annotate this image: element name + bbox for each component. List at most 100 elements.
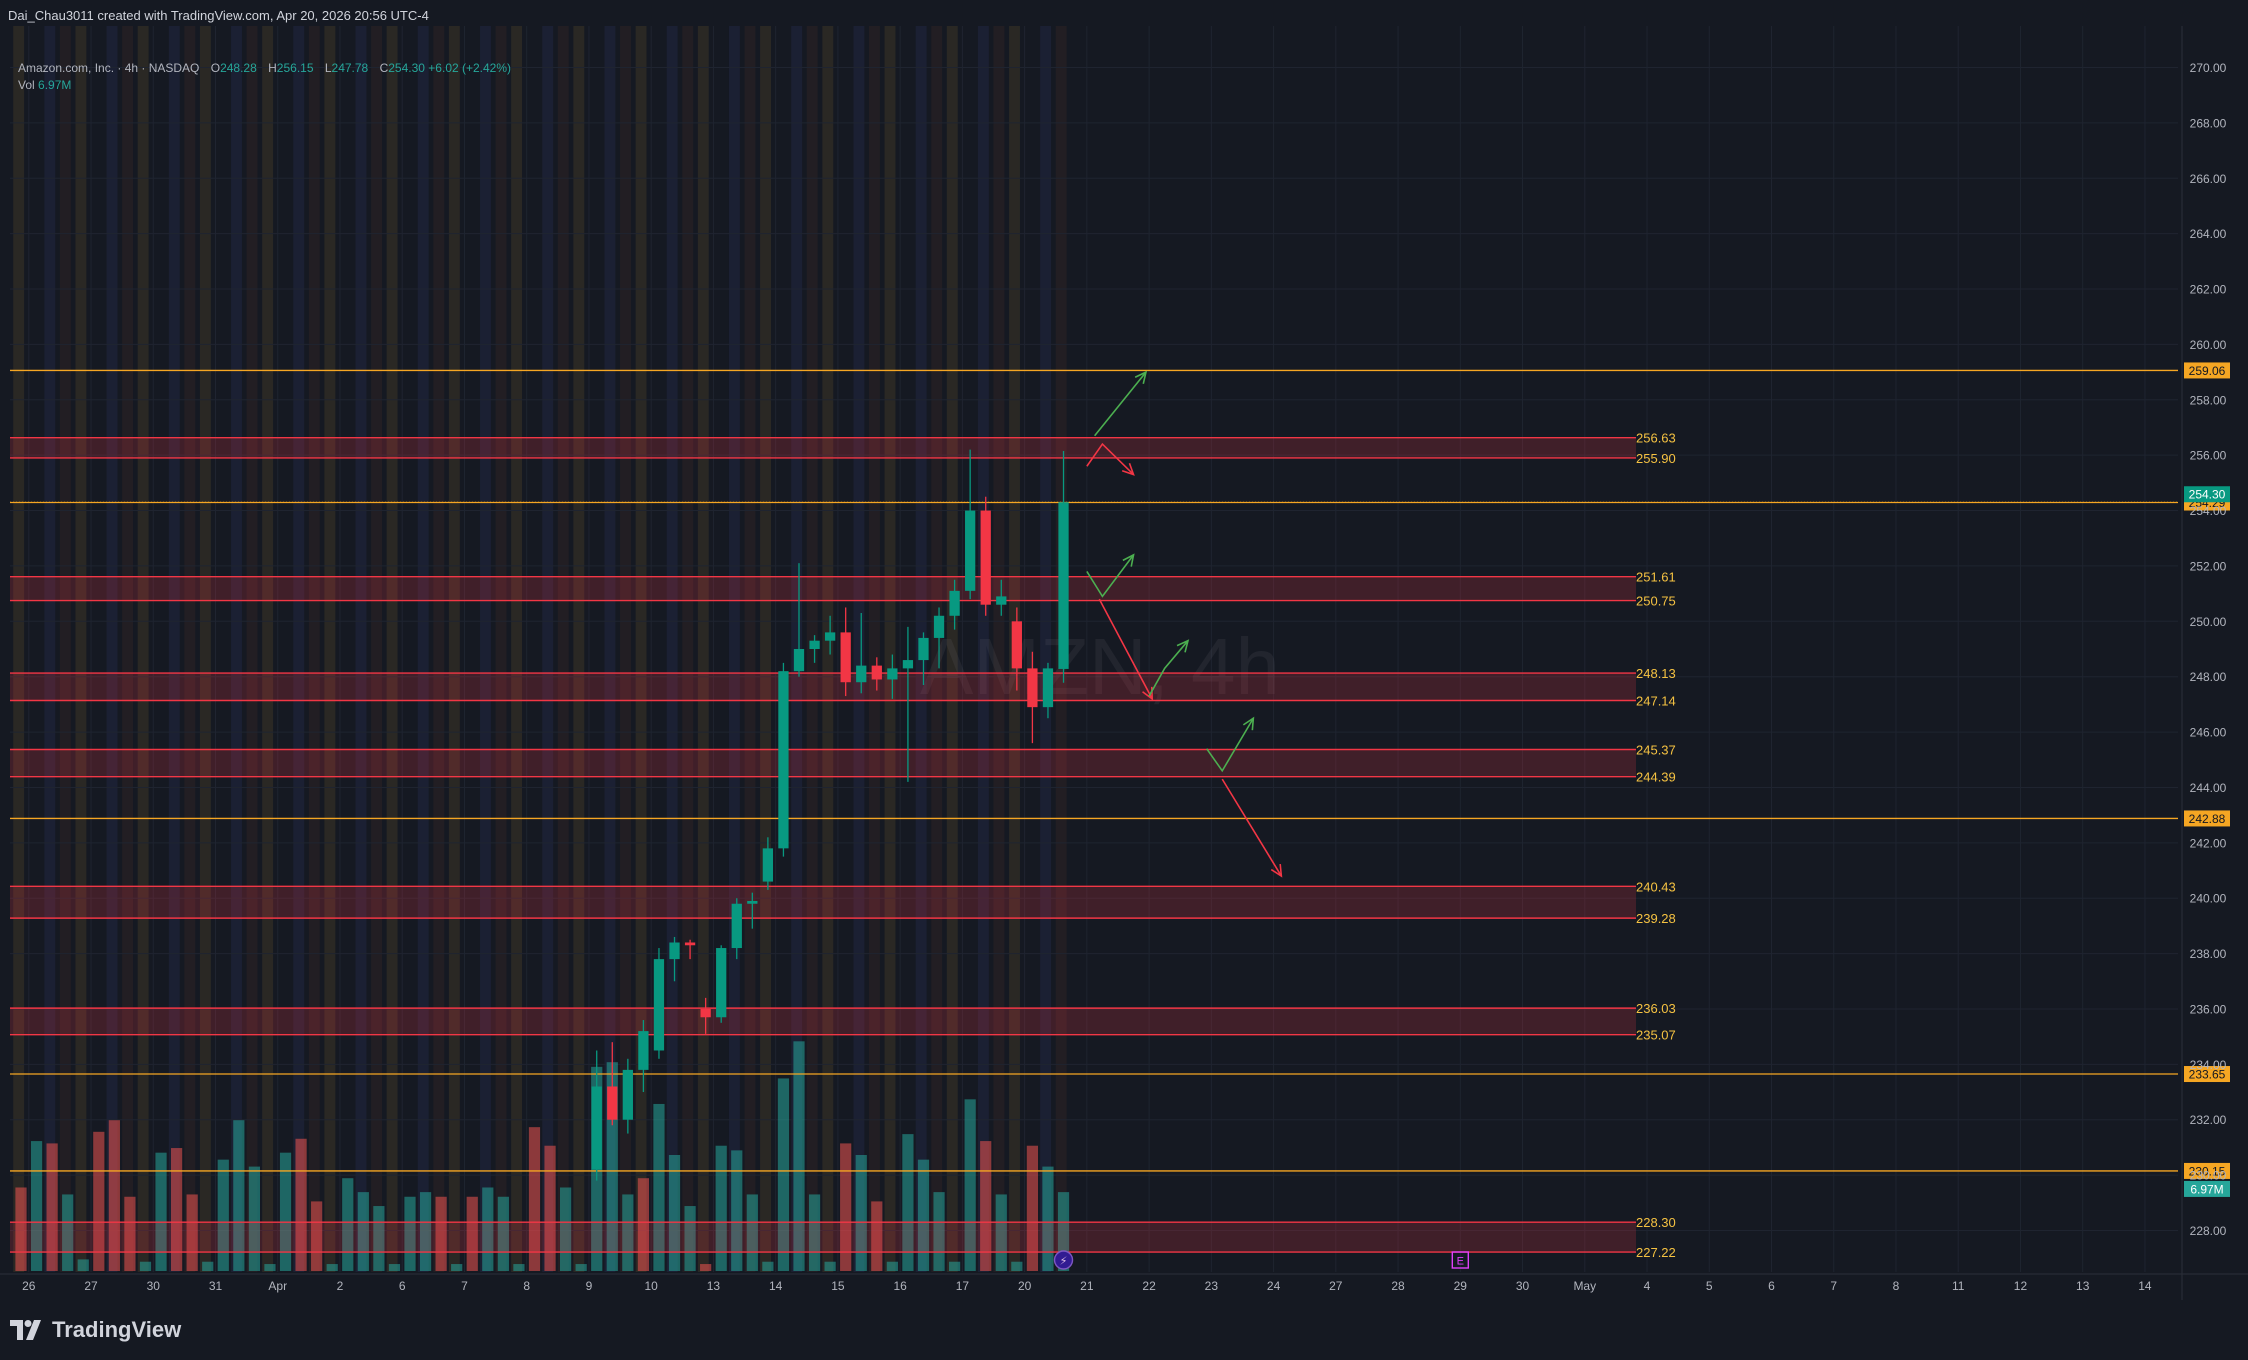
time-axis: 26 27 30 31 Apr 2 6 7 8 9 10 13 14 15 16 17 20 21 22 23 24 27… bbox=[0, 1273, 2248, 1293]
volume-bar bbox=[980, 1141, 992, 1271]
candle-body bbox=[731, 903, 742, 949]
volume-bar bbox=[575, 1264, 587, 1271]
price-tick-label: 258.00 bbox=[2190, 393, 2227, 407]
volume-bar bbox=[637, 1178, 650, 1271]
price-chart[interactable]: AMZN, 4h 256.63255.90251.61250.75248.132… bbox=[0, 26, 2248, 1300]
time-tick-label: 26 bbox=[22, 1279, 36, 1293]
volume-bar bbox=[108, 1120, 120, 1271]
volume-bar bbox=[170, 1148, 183, 1271]
projection-arrow bbox=[1086, 442, 1135, 476]
volume-bar bbox=[840, 1143, 852, 1271]
volume-bar bbox=[295, 1138, 307, 1271]
session-band bbox=[168, 26, 180, 1272]
zone-bottom-label: 227.22 bbox=[1636, 1245, 1676, 1260]
time-tick-label: Apr bbox=[268, 1279, 287, 1293]
zone-band bbox=[10, 673, 1636, 701]
chart-background bbox=[0, 26, 2248, 1300]
session-band bbox=[620, 26, 631, 1272]
candle-body bbox=[716, 948, 727, 1018]
volume-bar bbox=[264, 1264, 276, 1271]
session-band bbox=[977, 26, 989, 1272]
chart-frame[interactable]: AMZN, 4h 256.63 255.90 251.61 250.75 248.13 2… bbox=[0, 26, 2248, 1300]
candle-body bbox=[1027, 668, 1038, 708]
volume-badge bbox=[2184, 1180, 2230, 1197]
volume-bar bbox=[855, 1155, 867, 1271]
projection-arrow-head bbox=[1122, 553, 1135, 567]
volume-bar bbox=[513, 1264, 525, 1271]
tradingview-logo[interactable]: TradingView bbox=[10, 1314, 181, 1346]
session-band bbox=[231, 26, 242, 1272]
candle-body bbox=[793, 649, 805, 672]
zone-band bbox=[10, 1008, 1636, 1035]
volume-bar bbox=[793, 1041, 805, 1271]
projection-arrow bbox=[1148, 640, 1189, 697]
volume-bar bbox=[435, 1196, 447, 1271]
time-tick-label: 29 bbox=[1454, 1279, 1468, 1293]
time-tick-label: 8 bbox=[523, 1279, 530, 1293]
price-tick-label: 252.00 bbox=[2190, 559, 2227, 573]
session-band bbox=[573, 26, 585, 1272]
price-tick-label: 262.00 bbox=[2190, 283, 2227, 297]
candle-body bbox=[622, 1069, 633, 1120]
projection-arrow-head bbox=[1270, 864, 1283, 878]
price-tick-label: 270.00 bbox=[2190, 61, 2227, 75]
time-tick-label: 30 bbox=[1516, 1279, 1530, 1293]
lightning-marker-circle bbox=[1053, 1250, 1074, 1270]
candle-body bbox=[965, 510, 976, 591]
volume-bar bbox=[155, 1152, 167, 1271]
price-tick-label: 228.00 bbox=[2190, 1224, 2227, 1238]
volume-bar bbox=[62, 1194, 74, 1271]
candles bbox=[591, 449, 1069, 1181]
session-band bbox=[371, 26, 382, 1272]
time-tick-label: 27 bbox=[84, 1279, 98, 1293]
session-band bbox=[728, 26, 740, 1272]
candle-body bbox=[669, 942, 680, 960]
time-tick-label: 9 bbox=[586, 1279, 593, 1293]
candle-body bbox=[684, 942, 696, 946]
zone-band bbox=[10, 1222, 1636, 1253]
candle-body bbox=[996, 596, 1007, 605]
volume-bar bbox=[186, 1194, 198, 1271]
zone-top-label: 240.43 bbox=[1636, 879, 1676, 894]
volume-bar bbox=[995, 1194, 1007, 1271]
candle-body bbox=[747, 900, 758, 904]
time-tick-label: 14 bbox=[769, 1279, 783, 1293]
volume-bar bbox=[871, 1201, 883, 1271]
volume-bar bbox=[808, 1194, 821, 1271]
session-band bbox=[853, 26, 865, 1272]
current-price-label: 254.30 bbox=[2189, 488, 2226, 502]
time-tick-label: 24 bbox=[1267, 1279, 1281, 1293]
session-band bbox=[542, 26, 554, 1272]
volume-bar bbox=[311, 1201, 323, 1271]
event-markers: ⚡ E bbox=[1053, 1250, 1470, 1270]
candle-body bbox=[902, 660, 914, 669]
price-tick-label: 264.00 bbox=[2190, 227, 2227, 241]
footer: TradingView bbox=[0, 1300, 2248, 1360]
current-price-badge bbox=[2184, 486, 2230, 503]
session-band bbox=[433, 26, 445, 1272]
zone-band bbox=[10, 886, 1636, 919]
zone-bottom-label: 250.75 bbox=[1636, 594, 1676, 609]
session-band bbox=[184, 26, 196, 1272]
horizontal-levels: 259.06254.29242.88233.65230.15254.306.97… bbox=[10, 362, 2230, 1197]
candle-body bbox=[591, 1086, 602, 1170]
tradingview-brand: TradingView bbox=[52, 1317, 182, 1342]
volume-bar bbox=[1042, 1166, 1054, 1271]
symbol-watermark: AMZN, 4h bbox=[920, 622, 1280, 711]
session-band bbox=[1040, 26, 1052, 1272]
session-band bbox=[386, 26, 398, 1272]
candle-body bbox=[918, 637, 929, 661]
zone-band bbox=[10, 749, 1636, 777]
volume-bar bbox=[731, 1150, 743, 1271]
level-badge bbox=[2184, 1162, 2230, 1179]
time-tick-label: 7 bbox=[1830, 1279, 1837, 1293]
session-band bbox=[666, 26, 678, 1272]
volume-bar bbox=[419, 1192, 432, 1271]
volume-bar bbox=[700, 1264, 712, 1271]
time-tick-label: 7 bbox=[461, 1279, 468, 1293]
time-tick-label: 20 bbox=[1018, 1279, 1032, 1293]
volume-bar bbox=[762, 1261, 774, 1271]
level-badge-label: 230.15 bbox=[2189, 1164, 2226, 1178]
volume-bar bbox=[30, 1141, 43, 1271]
session-band bbox=[635, 26, 647, 1272]
